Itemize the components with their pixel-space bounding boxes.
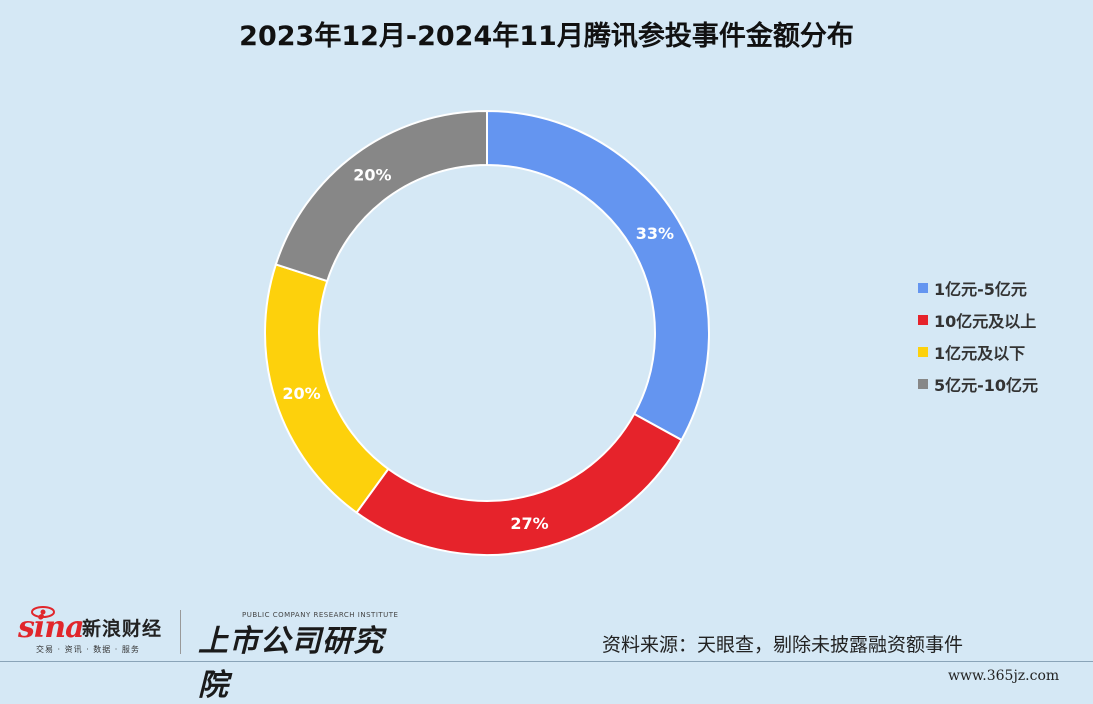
chart-legend: 1亿元-5亿元 10亿元及以上 1亿元及以下 5亿元-10亿元	[918, 272, 1038, 400]
donut-slice-1	[355, 412, 683, 556]
brand-divider	[180, 610, 181, 654]
legend-item-0: 1亿元-5亿元	[918, 272, 1038, 304]
sina-eye-icon	[31, 606, 55, 618]
legend-item-1: 10亿元及以上	[918, 304, 1038, 336]
donut-chart: 33% 27% 20% 20%	[264, 109, 710, 556]
watermark: www.365jz.com	[948, 668, 1060, 684]
legend-swatch-0	[918, 283, 928, 293]
slice-label-2: 20%	[282, 384, 320, 403]
legend-swatch-1	[918, 315, 928, 325]
legend-swatch-3	[918, 379, 928, 389]
slice-label-3: 20%	[353, 166, 391, 185]
sina-logo: sina	[18, 610, 85, 645]
institute-name: 上市公司研究院	[198, 624, 384, 703]
footer-divider-line	[0, 661, 1093, 662]
institute-english-name: PUBLIC COMPANY RESEARCH INSTITUTE	[242, 611, 399, 619]
data-source-note: 资料来源：天眼查，剔除未披露融资额事件	[602, 634, 964, 656]
legend-item-2: 1亿元及以下	[918, 336, 1038, 368]
donut-slice-0	[486, 109, 710, 442]
slice-label-1: 27%	[510, 514, 548, 533]
legend-swatch-2	[918, 347, 928, 357]
sina-finance-name: 新浪财经	[82, 618, 163, 640]
legend-label-0: 1亿元-5亿元	[934, 280, 1027, 299]
donut-slice-3	[274, 109, 488, 283]
slice-label-0: 33%	[636, 224, 674, 243]
legend-label-3: 5亿元-10亿元	[934, 376, 1039, 395]
legend-label-2: 1亿元及以下	[934, 344, 1026, 363]
chart-title: 2023年12月-2024年11月腾讯参投事件金额分布	[239, 21, 854, 52]
sina-finance-tagline: 交易 · 资讯 · 数据 · 服务	[36, 645, 140, 654]
legend-item-3: 5亿元-10亿元	[918, 368, 1038, 400]
legend-label-1: 10亿元及以上	[934, 312, 1037, 331]
footer-brand: sina 新浪财经 交易 · 资讯 · 数据 · 服务 PUBLIC COMPA…	[18, 606, 399, 703]
